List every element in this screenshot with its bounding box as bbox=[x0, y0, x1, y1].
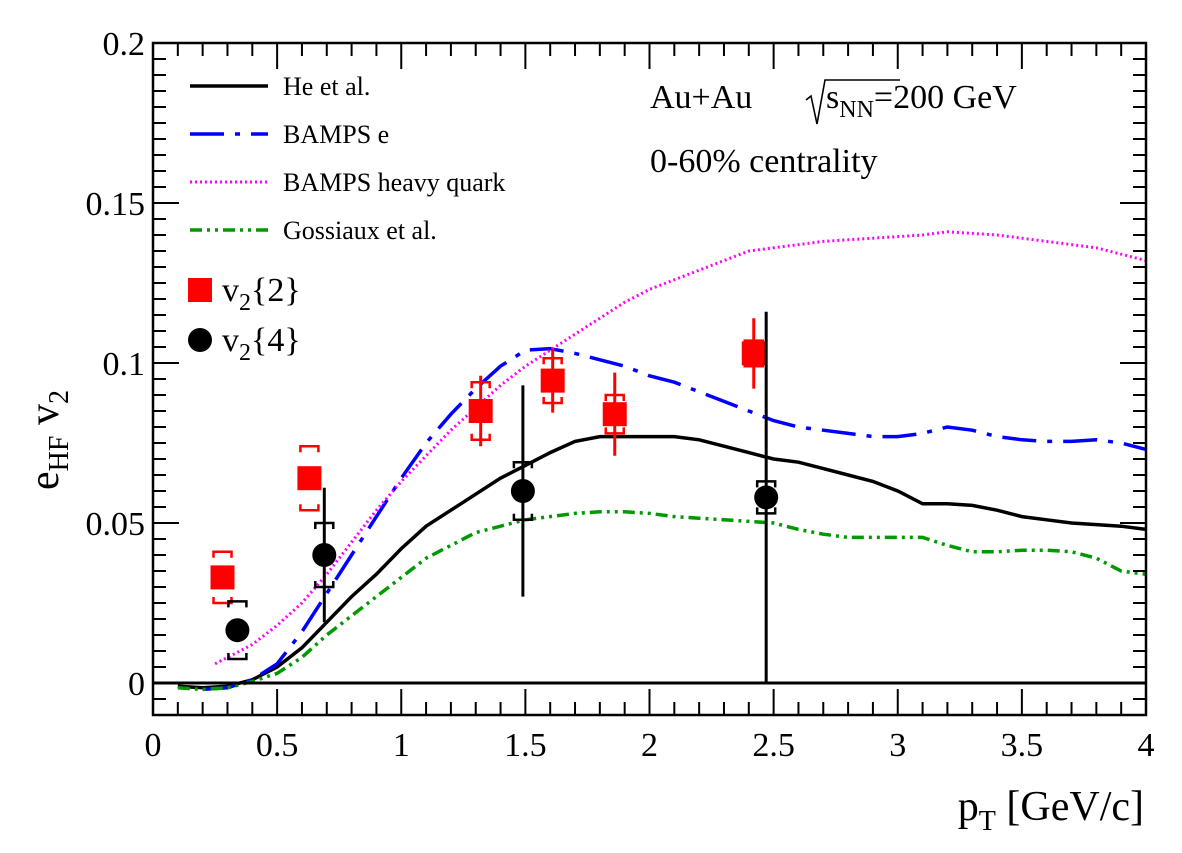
circle-marker bbox=[754, 485, 779, 510]
circle-marker bbox=[312, 543, 337, 567]
legend-marker-entry-2: v2{4} bbox=[188, 322, 301, 366]
data-point-1-2 bbox=[297, 444, 322, 512]
legend-entry-4: Gossiaux et al. bbox=[190, 216, 437, 245]
annotation-energy: sNN=200 GeV bbox=[826, 79, 1017, 123]
annotation-line2: 0-60% centrality bbox=[650, 143, 878, 180]
legend-entry-1: He et al. bbox=[190, 72, 370, 101]
legend-entry-3: BAMPS heavy quark bbox=[190, 168, 505, 197]
data-point-2-1 bbox=[225, 600, 250, 661]
series-line-3 bbox=[214, 230, 1147, 666]
x-tick-label: 2 bbox=[641, 727, 658, 764]
square-marker bbox=[602, 402, 627, 427]
x-axis-title-main: p bbox=[958, 784, 979, 830]
annotation-prefix: Au+Au bbox=[650, 79, 752, 116]
x-tick-label: 0 bbox=[145, 727, 162, 764]
legend: He et al. BAMPS e BAMPS heavy quark Gossiau… bbox=[188, 72, 505, 366]
legend-entry-2: BAMPS e bbox=[190, 120, 389, 149]
sys-error-bracket bbox=[512, 460, 534, 522]
legend-marker-label: v2{2} bbox=[222, 272, 301, 316]
y-axis-title-rest-sub: 2 bbox=[44, 390, 75, 404]
curves-layer bbox=[153, 230, 1147, 692]
x-tick-label: 3.5 bbox=[1001, 727, 1044, 764]
svg-text:eHF v2: eHF v2 bbox=[22, 390, 75, 490]
legend-label: BAMPS e bbox=[283, 120, 389, 149]
sys-error-bracket bbox=[227, 600, 248, 661]
x-tick-label: 1 bbox=[393, 727, 410, 764]
data-point-1-1 bbox=[210, 550, 235, 605]
data-point-2-2 bbox=[312, 487, 337, 623]
circle-marker bbox=[510, 479, 535, 503]
square-marker bbox=[210, 565, 235, 590]
data-point-1-3 bbox=[468, 375, 493, 447]
data-point-1-6 bbox=[741, 318, 766, 389]
annotation-s-sub: NN bbox=[839, 97, 874, 123]
legend-marker-label: v2{4} bbox=[222, 322, 301, 366]
sys-error-bracket bbox=[755, 480, 777, 515]
y-tick-label: 0.05 bbox=[86, 506, 146, 543]
sys-error-bracket bbox=[470, 380, 491, 442]
y-tick-label: 0.2 bbox=[103, 26, 146, 63]
sys-error-bracket bbox=[604, 393, 625, 435]
x-tick-label: 1.5 bbox=[504, 727, 547, 764]
axes-layer: 0 0.5 1 1.5 2 2.5 3 3.5 4 0 0.05 0.1 0.15 0.2 bbox=[86, 26, 1155, 764]
y-axis-title-rest: v bbox=[22, 404, 68, 436]
x-axis-title: pT [GeV/c] bbox=[958, 784, 1144, 837]
legend-marker-label-rest: {4} bbox=[251, 322, 301, 359]
markers-layer bbox=[210, 311, 779, 683]
y-axis-title-main: e bbox=[22, 471, 68, 490]
x-tick-label: 3 bbox=[889, 727, 906, 764]
legend-marker-label-main: v bbox=[222, 322, 239, 359]
y-tick-label: 0.1 bbox=[103, 346, 146, 383]
data-point-1-5 bbox=[602, 372, 627, 456]
data-point-1-4 bbox=[540, 348, 565, 413]
x-axis-title-sub: T bbox=[979, 806, 996, 837]
legend-marker-label-main: v bbox=[222, 272, 239, 309]
annotation-s: s bbox=[826, 79, 839, 116]
series-line-2 bbox=[202, 346, 1147, 692]
annotation-line1: Au+Au bbox=[650, 79, 752, 116]
legend-marker-entry-1: v2{2} bbox=[188, 272, 301, 316]
x-axis-title-rest: [GeV/c] bbox=[996, 784, 1144, 830]
square-marker bbox=[540, 368, 565, 393]
series-line-1 bbox=[177, 434, 1147, 690]
data-point-2-4 bbox=[754, 311, 779, 683]
circle-marker bbox=[225, 618, 250, 643]
legend-square-marker bbox=[188, 278, 212, 302]
data-point-2-3 bbox=[510, 385, 535, 597]
sys-error-bracket bbox=[542, 356, 563, 405]
legend-marker-label-rest: {2} bbox=[251, 272, 301, 309]
legend-label: Gossiaux et al. bbox=[283, 216, 437, 245]
legend-marker-label-sub: 2 bbox=[239, 340, 251, 366]
annotation: Au+Au sNN=200 GeV 0-60% centrality bbox=[650, 79, 1017, 180]
annotation-suffix: =200 GeV bbox=[874, 79, 1017, 116]
y-tick-label: 0 bbox=[128, 666, 145, 703]
x-tick-label: 2.5 bbox=[752, 727, 795, 764]
sqrt-sign-icon bbox=[805, 79, 900, 125]
square-marker bbox=[468, 399, 493, 423]
legend-label: BAMPS heavy quark bbox=[283, 168, 505, 197]
x-tick-label: 0.5 bbox=[256, 727, 299, 764]
y-tick-label: 0.15 bbox=[86, 186, 146, 223]
series-line-4 bbox=[177, 510, 1147, 692]
sys-error-bracket bbox=[299, 444, 320, 512]
square-marker bbox=[297, 466, 322, 491]
y-axis-title: eHF v2 bbox=[22, 390, 75, 490]
y-axis-title-sub: HF bbox=[44, 436, 75, 472]
square-marker bbox=[741, 341, 766, 366]
legend-label: He et al. bbox=[283, 72, 370, 101]
legend-marker-label-sub: 2 bbox=[239, 290, 251, 316]
sys-error-bracket bbox=[314, 521, 335, 589]
x-tick-label: 4 bbox=[1138, 727, 1155, 764]
sys-error-bracket bbox=[212, 550, 233, 605]
legend-circle-marker bbox=[188, 328, 212, 352]
